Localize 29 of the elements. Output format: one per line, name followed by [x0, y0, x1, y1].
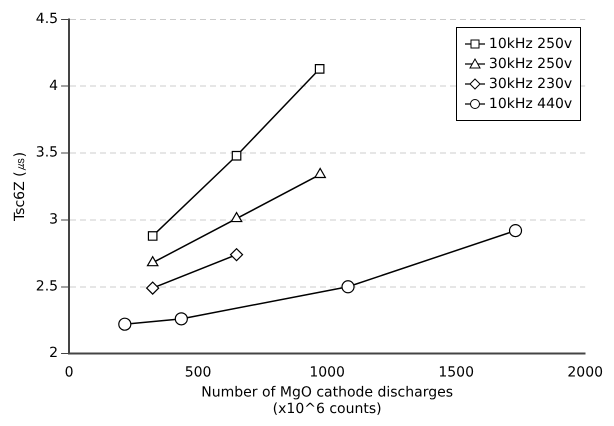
y-tick-label: 2.5 — [36, 278, 58, 294]
legend-label: 30kHz 230v — [488, 76, 572, 92]
point — [146, 281, 160, 295]
x-axis-title: Number of MgO cathode discharges (x10^6 counts) — [201, 384, 453, 418]
point — [230, 248, 244, 262]
y-tick-label: 3 — [49, 212, 58, 228]
y-tick-label: 4 — [49, 78, 58, 94]
point — [174, 312, 188, 326]
legend-label: 30kHz 250v — [488, 56, 572, 72]
point — [146, 256, 158, 266]
x-tick-label: 2000 — [567, 364, 604, 381]
point — [232, 150, 242, 161]
point — [341, 280, 355, 294]
point — [314, 168, 326, 178]
point — [314, 64, 324, 74]
y-axis-title: Tsc6Z (㎲) — [12, 152, 28, 222]
legend-label: 10kHz 250v — [488, 36, 572, 52]
y-tick-label: 3.5 — [36, 144, 58, 161]
x-tick-label: 1000 — [309, 364, 345, 381]
point — [148, 231, 158, 241]
legend-label: 10kHz 440v — [488, 96, 572, 112]
point — [508, 224, 522, 238]
point — [118, 318, 132, 331]
x-tick-label: 500 — [184, 364, 212, 381]
x-tick-label: 1500 — [438, 364, 474, 381]
x-tick-label: 0 — [64, 364, 74, 381]
y-tick-label: 2 — [49, 345, 58, 362]
y-tick-label: 4.5 — [36, 11, 58, 28]
point — [230, 212, 242, 222]
